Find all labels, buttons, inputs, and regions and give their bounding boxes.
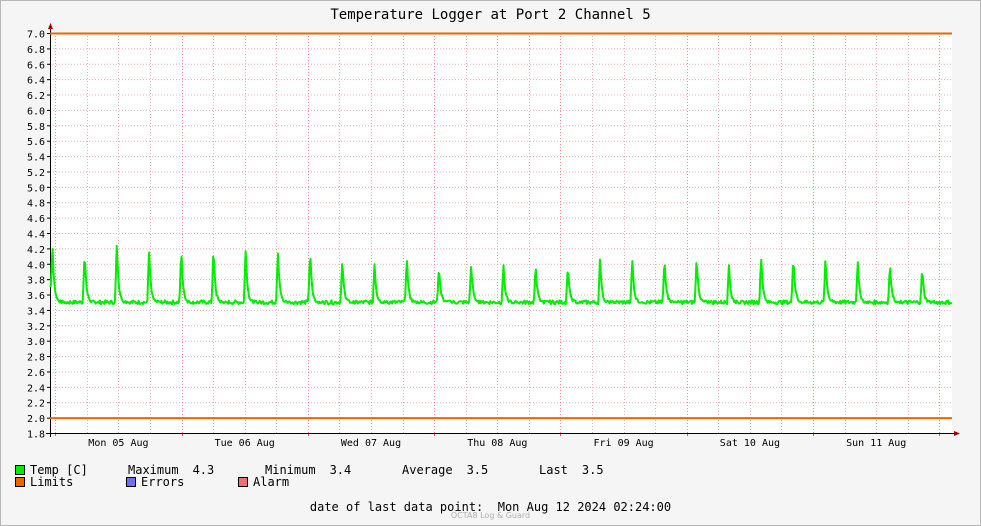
stat-average-value: 3.5 (466, 463, 489, 477)
y-tick-label: 4.4 (27, 230, 45, 241)
alarm-swatch (238, 477, 248, 487)
stat-last: Last 3.5 (539, 464, 604, 476)
y-tick-label: 4.2 (27, 245, 45, 256)
y-tick-label: 6.0 (27, 106, 45, 117)
y-tick-label: 2.4 (27, 383, 45, 394)
legend-alarm: Alarm (238, 476, 289, 488)
legend-limits: Limits (15, 476, 73, 488)
stat-maximum-value: 4.3 (192, 463, 215, 477)
stat-maximum-label: Maximum (128, 463, 179, 477)
y-tick-label: 4.6 (27, 214, 45, 225)
y-tick-label: 3.8 (27, 276, 45, 287)
legend-errors: Errors (126, 476, 184, 488)
x-tick-label: Fri 09 Aug (594, 438, 654, 449)
last-data-point: date of last data point: Mon Aug 12 2024… (0, 500, 981, 514)
stat-minimum: Minimum 3.4 (265, 464, 351, 476)
last-data-point-value: Mon Aug 12 2024 02:24:00 (497, 500, 672, 514)
x-tick-label: Sat 10 Aug (720, 438, 780, 449)
y-tick-label: 6.8 (27, 45, 45, 56)
y-tick-label: 7.0 (27, 30, 45, 41)
y-tick-label: 6.4 (27, 76, 45, 87)
y-tick-label: 5.8 (27, 122, 45, 133)
stat-last-value: 3.5 (581, 463, 604, 477)
y-tick-label: 5.4 (27, 153, 45, 164)
y-tick-label: 5.0 (27, 183, 45, 194)
legend-temp: Temp [C] (15, 464, 88, 476)
y-tick-label: 3.6 (27, 291, 45, 302)
temp-swatch (15, 465, 25, 475)
legend-temp-label: Temp [C] (30, 463, 88, 477)
y-tick-label: 1.8 (27, 430, 45, 441)
y-tick-label: 4.8 (27, 199, 45, 210)
y-tick-label: 2.8 (27, 353, 45, 364)
temp-series-line (49, 244, 953, 306)
legend-errors-label: Errors (141, 475, 185, 489)
watermark: OCTA8 Log & Guard (450, 511, 531, 520)
y-tick-label: 4.0 (27, 260, 45, 271)
chart-title: Temperature Logger at Port 2 Channel 5 (330, 7, 650, 23)
y-tick-label: 5.2 (27, 168, 45, 179)
x-tick-label: Wed 07 Aug (341, 438, 401, 449)
y-tick-label: 2.0 (27, 414, 45, 425)
x-axis-arrow (954, 431, 960, 436)
last-data-point-label: date of last data point: (309, 500, 484, 514)
stat-minimum-value: 3.4 (329, 463, 352, 477)
stat-maximum: Maximum 4.3 (128, 464, 214, 476)
y-axis-arrow (48, 23, 53, 29)
stat-average-label: Average (402, 463, 453, 477)
stat-last-label: Last (539, 463, 568, 477)
x-tick-label: Thu 08 Aug (467, 438, 527, 449)
stat-minimum-label: Minimum (265, 463, 316, 477)
legend-alarm-label: Alarm (253, 475, 290, 489)
y-tick-label: 6.2 (27, 91, 45, 102)
y-tick-label: 2.6 (27, 368, 45, 379)
x-tick-label: Tue 06 Aug (215, 438, 275, 449)
limits-swatch (15, 477, 25, 487)
y-tick-label: 2.2 (27, 399, 45, 410)
y-tick-label: 5.6 (27, 137, 45, 148)
x-tick-label: Sun 11 Aug (846, 438, 906, 449)
y-tick-label: 3.0 (27, 337, 45, 348)
y-tick-label: 6.6 (27, 60, 45, 71)
x-tick-label: Mon 05 Aug (88, 438, 148, 449)
legend-limits-label: Limits (30, 475, 74, 489)
errors-swatch (126, 477, 136, 487)
stat-average: Average 3.5 (402, 464, 488, 476)
y-tick-label: 3.2 (27, 322, 45, 333)
y-tick-label: 3.4 (27, 306, 45, 317)
